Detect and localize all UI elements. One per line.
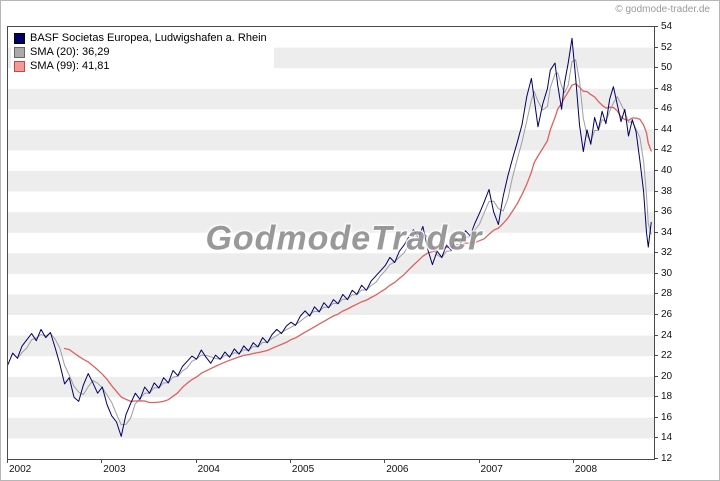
x-tick-mark bbox=[7, 460, 8, 463]
x-tick-label: 2002 bbox=[9, 464, 32, 475]
x-tick-label: 2006 bbox=[386, 464, 409, 475]
sma20-line bbox=[16, 59, 652, 426]
grid-band bbox=[8, 129, 654, 151]
chart-canvas bbox=[8, 37, 654, 439]
y-tick-label: 26 bbox=[661, 309, 673, 320]
legend-item-sma99: SMA (99): 41,81 bbox=[14, 59, 267, 73]
x-tick-mark bbox=[478, 460, 480, 463]
x-tick-label: 2004 bbox=[197, 464, 220, 475]
grid-band bbox=[8, 88, 654, 110]
y-tick-label: 22 bbox=[661, 350, 673, 362]
y-tick-mark bbox=[655, 334, 658, 336]
y-tick-mark bbox=[655, 396, 658, 398]
y-tick-mark bbox=[655, 272, 658, 274]
x-tick-label: 2007 bbox=[480, 464, 503, 475]
y-tick-label: 36 bbox=[661, 206, 673, 218]
sma20-series-swatch bbox=[14, 46, 25, 58]
y-tick-label: 28 bbox=[661, 288, 673, 300]
x-tick-mark bbox=[384, 460, 386, 463]
price-line bbox=[8, 37, 652, 437]
grid-band bbox=[8, 335, 654, 357]
y-tick-mark bbox=[655, 252, 658, 254]
y-tick-mark bbox=[655, 26, 658, 27]
y-tick-label: 54 bbox=[661, 21, 673, 32]
y-tick-mark bbox=[655, 314, 658, 315]
y-tick-label: 16 bbox=[661, 411, 673, 423]
x-tick-label: 2003 bbox=[103, 464, 126, 475]
y-tick-label: 40 bbox=[661, 165, 673, 176]
y-tick-mark bbox=[655, 67, 658, 69]
y-tick-label: 46 bbox=[661, 103, 673, 115]
grid-band bbox=[8, 253, 654, 274]
y-tick-mark bbox=[655, 149, 658, 151]
x-tick-mark bbox=[289, 460, 291, 463]
y-tick-label: 20 bbox=[661, 370, 673, 382]
copyright-text: © godmode-trader.de bbox=[615, 4, 710, 15]
y-tick-mark bbox=[655, 211, 658, 213]
x-tick-label: 2005 bbox=[291, 464, 315, 475]
y-tick-label: 14 bbox=[661, 432, 673, 444]
y-tick-mark bbox=[655, 437, 658, 439]
x-tick-mark bbox=[572, 460, 574, 463]
chart-legend: BASF Societas Europea, Ludwigshafen a. R… bbox=[11, 29, 274, 75]
y-tick-mark bbox=[655, 416, 658, 418]
y-tick-label: 34 bbox=[661, 226, 673, 238]
sma20-series-label: SMA (20): 36,29 bbox=[30, 46, 110, 58]
basf-series-label: BASF Societas Europea, Ludwigshafen a. R… bbox=[30, 32, 267, 44]
grid-band bbox=[8, 171, 654, 192]
y-tick-label: 50 bbox=[661, 62, 673, 74]
y-tick-label: 48 bbox=[661, 82, 673, 94]
basf-series-swatch bbox=[14, 32, 25, 44]
grid-band bbox=[8, 417, 654, 439]
sma99-line bbox=[63, 83, 652, 404]
y-tick-label: 44 bbox=[661, 123, 673, 135]
y-tick-mark bbox=[655, 293, 658, 295]
y-tick-mark bbox=[655, 375, 658, 377]
y-tick-mark bbox=[655, 170, 658, 171]
x-tick-label: 2008 bbox=[574, 464, 598, 475]
y-tick-label: 42 bbox=[661, 144, 673, 156]
legend-item-sma20: SMA (20): 36,29 bbox=[14, 45, 267, 59]
price-chart-plot: GodmodeTrader BASF Societas Europea, Lud… bbox=[7, 26, 655, 460]
y-tick-label: 52 bbox=[661, 41, 673, 53]
y-tick-mark bbox=[655, 87, 658, 89]
sma99-series-label: SMA (99): 41,81 bbox=[30, 60, 110, 72]
y-tick-label: 18 bbox=[661, 391, 673, 403]
y-tick-mark bbox=[655, 190, 658, 192]
y-tick-mark bbox=[655, 355, 658, 357]
y-tick-mark bbox=[655, 231, 658, 233]
grid-band bbox=[8, 376, 654, 398]
y-tick-mark bbox=[655, 108, 658, 110]
sma99-series-swatch bbox=[14, 60, 25, 72]
grid-band bbox=[8, 212, 654, 233]
grid-band bbox=[8, 294, 654, 315]
y-tick-label: 30 bbox=[661, 267, 673, 279]
y-tick-label: 32 bbox=[661, 247, 673, 259]
y-tick-mark bbox=[655, 46, 658, 48]
y-tick-label: 12 bbox=[661, 453, 673, 464]
legend-item-basf: BASF Societas Europea, Ludwigshafen a. R… bbox=[14, 31, 267, 45]
y-tick-mark bbox=[655, 458, 658, 459]
x-tick-mark bbox=[101, 460, 103, 463]
y-tick-mark bbox=[655, 128, 658, 130]
x-tick-mark bbox=[195, 460, 197, 463]
watermark: GodmodeTrader bbox=[205, 219, 483, 258]
y-tick-label: 24 bbox=[661, 329, 673, 341]
y-tick-label: 38 bbox=[661, 185, 673, 197]
